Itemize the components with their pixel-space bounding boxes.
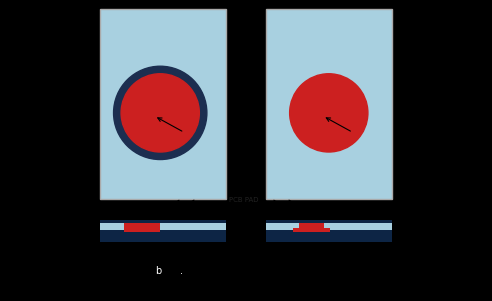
Bar: [100, 223, 124, 230]
Text: PCB PAD: PCB PAD: [229, 197, 259, 203]
Bar: [124, 223, 160, 232]
Bar: [100, 9, 226, 199]
Bar: [293, 223, 330, 232]
Text: b: b: [155, 266, 162, 276]
Text: .: .: [180, 266, 183, 276]
Bar: [292, 223, 299, 228]
Bar: [100, 220, 226, 242]
Bar: [324, 223, 330, 228]
Bar: [266, 223, 293, 230]
Circle shape: [290, 74, 368, 152]
Bar: [329, 223, 392, 230]
Circle shape: [114, 66, 207, 160]
Circle shape: [121, 74, 199, 152]
Bar: [266, 9, 392, 199]
Bar: [266, 220, 392, 242]
Bar: [160, 223, 226, 230]
